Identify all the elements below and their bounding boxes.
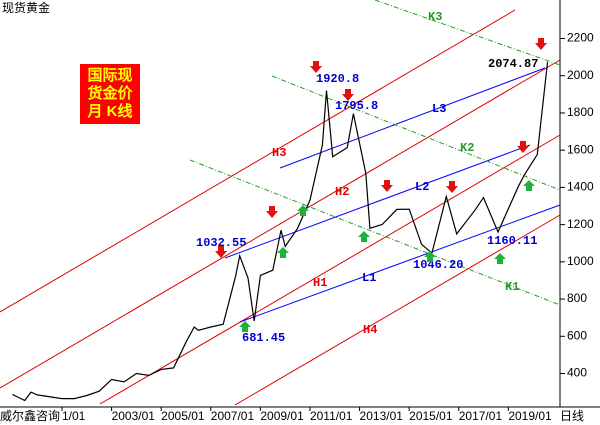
logo-box [80, 64, 140, 124]
source: 威尔鑫咨询 [0, 408, 60, 423]
sell-arrow [446, 181, 458, 193]
x-tick-label: 1/01 [62, 409, 86, 423]
trend-label: H2 [335, 185, 349, 199]
logo: 国际现 货金价 月 K线 [86, 67, 133, 120]
y-tick-label: 1800 [567, 105, 594, 119]
buy-arrow [297, 205, 309, 216]
trend-line [234, 214, 561, 406]
sell-arrow [266, 206, 278, 218]
buy-arrow [424, 251, 436, 262]
trend-label: K1 [505, 280, 519, 294]
x-tick-label: 2005/01 [161, 409, 205, 423]
price-annotation: 1160.11 [487, 234, 537, 248]
x-tick-label: 2015/01 [409, 409, 453, 423]
y-tick-label: 800 [567, 291, 587, 305]
chart-title: 现货黄金 [2, 0, 50, 15]
price-annotation: 1920.8 [316, 72, 359, 86]
x-tick-label: 2007/01 [211, 409, 255, 423]
trend-label: L2 [415, 180, 429, 194]
trend-label: K3 [428, 10, 442, 24]
y-tick-label: 1200 [567, 217, 594, 231]
price-annotation: 2074.87 [488, 57, 538, 71]
x-tick-label: 2013/01 [360, 409, 404, 423]
red-channel [0, 9, 561, 406]
trend-line [374, 0, 561, 66]
y-tick-label: 400 [567, 366, 587, 380]
trend-line [279, 67, 546, 169]
trend-label: H4 [363, 323, 377, 337]
sell-arrow [517, 141, 529, 153]
trend-label: K2 [460, 141, 474, 155]
x-tick-label: 2011/01 [310, 409, 353, 423]
x-tick-label: 2017/01 [459, 409, 503, 423]
price-annotation: 681.45 [242, 331, 285, 345]
trend-line [0, 59, 561, 389]
sell-arrow [381, 180, 393, 192]
blue-lines [224, 67, 561, 323]
y-tick-label: 2200 [567, 31, 594, 45]
trend-label: H1 [313, 276, 327, 290]
price-line [12, 61, 549, 402]
trend-line [99, 134, 561, 405]
trend-line [189, 159, 561, 306]
buy-arrow [494, 253, 506, 264]
period-label: 日线 [560, 409, 584, 423]
sell-arrow [342, 89, 354, 101]
logo-text: 货金价 [87, 84, 133, 102]
sell-arrow [535, 38, 547, 50]
y-tick-label: 2000 [567, 68, 594, 82]
trend-line [271, 75, 561, 191]
price-annotation: 1032.55 [196, 236, 246, 250]
logo-text: 月 K线 [86, 102, 132, 120]
y-tick-label: 1400 [567, 180, 594, 194]
trend-label: L1 [362, 271, 376, 285]
x-tick-label: 2009/01 [260, 409, 304, 423]
green-lines [189, 0, 561, 306]
trend-line [239, 204, 561, 323]
logo-text: 国际现 [87, 67, 132, 84]
buy-arrow [358, 231, 370, 242]
sell-arrow [310, 61, 322, 73]
x-tick-label: 2019/01 [508, 409, 552, 423]
trend-line [224, 144, 531, 259]
y-tick-label: 1000 [567, 254, 594, 268]
sell-arrow [215, 246, 227, 258]
x-tick-label: 2003/01 [112, 409, 156, 423]
buy-arrow [523, 180, 535, 191]
y-tick-label: 600 [567, 328, 587, 342]
price-annotation: 1046.20 [413, 258, 463, 272]
trend-label: H3 [272, 146, 286, 160]
price-annotation: 1795.8 [335, 99, 378, 113]
trend-label: L3 [432, 102, 446, 116]
trend-line [0, 9, 516, 313]
buy-arrow [277, 247, 289, 258]
y-tick-label: 1600 [567, 142, 594, 156]
buy-arrow [239, 321, 251, 332]
